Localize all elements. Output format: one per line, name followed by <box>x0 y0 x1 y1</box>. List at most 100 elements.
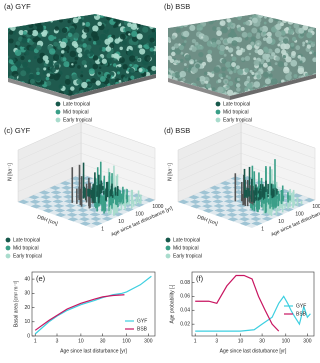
floor-cell <box>47 206 60 211</box>
floor-cell <box>62 194 75 200</box>
y-tick-label: 0.08 <box>180 280 190 286</box>
tree-crown <box>23 17 31 24</box>
tree-crown <box>243 21 247 25</box>
tree-crown <box>293 74 298 79</box>
tree-crown <box>228 81 234 86</box>
tree-crown <box>194 41 199 46</box>
legend-label: GYF <box>137 318 147 324</box>
tree-crown <box>127 22 132 28</box>
tree-crown <box>302 89 307 93</box>
floor-cell <box>261 216 273 221</box>
tree-crown <box>81 38 85 42</box>
tree-crown <box>288 88 292 92</box>
tree-crown <box>235 83 241 88</box>
tree-crown <box>32 37 37 43</box>
tree-crown <box>253 81 261 88</box>
tree-crown <box>201 14 207 20</box>
floor-cell <box>201 203 214 209</box>
floor-cell <box>91 221 103 226</box>
tree-crown <box>246 82 253 89</box>
tree-crown <box>191 16 196 21</box>
age-tick-label: 10 <box>278 219 284 225</box>
tree-crown <box>295 90 300 96</box>
wall-grid <box>240 132 316 159</box>
tree-crown <box>236 28 240 31</box>
tree-crown <box>142 26 149 33</box>
floor-cell <box>39 190 51 195</box>
tree-crown <box>308 89 313 94</box>
tree-crown <box>147 17 151 20</box>
tree-crown <box>294 14 302 22</box>
tree-crown <box>137 58 141 62</box>
tree-crown <box>91 31 98 38</box>
tree-crown <box>105 46 112 52</box>
tree-crown <box>211 70 215 74</box>
floor-cell <box>65 208 77 213</box>
tree-crown <box>129 55 136 62</box>
tree-crown <box>217 86 224 93</box>
floor-cell <box>30 204 42 209</box>
tree-crown <box>72 17 79 24</box>
tree-crown <box>231 56 237 62</box>
tree-crown <box>168 36 171 43</box>
tree-crown <box>302 41 306 45</box>
tree-crown <box>106 74 111 79</box>
tree-crown <box>265 53 271 59</box>
tree-crown <box>201 61 207 66</box>
floor-cell <box>39 194 52 200</box>
tree-crown <box>114 22 119 28</box>
wall-grid <box>80 142 156 169</box>
tree-crown <box>202 17 206 21</box>
tree-crown <box>143 44 147 48</box>
tree-crown <box>107 90 114 96</box>
tree-crown <box>277 43 281 47</box>
tree-crown <box>244 87 249 92</box>
tree-crown <box>300 92 305 96</box>
floor-cell <box>272 211 284 217</box>
tree-crown <box>18 29 24 36</box>
tree-crown <box>225 61 232 68</box>
tree-crown <box>301 15 306 20</box>
floor-cell <box>255 214 267 219</box>
floor-cell <box>29 199 41 205</box>
tree-crown <box>101 58 107 64</box>
x-tick-label: 1 <box>34 338 37 344</box>
tree-crown <box>128 67 135 75</box>
tree-crown <box>28 73 35 80</box>
tree-crown <box>206 71 211 76</box>
legend-marker <box>55 109 61 115</box>
tree-crown <box>11 17 17 24</box>
tree-crown <box>291 51 296 56</box>
tree-crown <box>168 55 173 61</box>
y-tick-label: 0.02 <box>180 322 190 328</box>
legend-marker <box>5 245 11 251</box>
floor-cell <box>54 183 67 188</box>
legend-label: GYF <box>296 303 306 309</box>
floor-cell <box>223 199 236 204</box>
tree-crown <box>249 69 253 73</box>
tree-crown <box>70 86 75 91</box>
tree-crown <box>28 46 34 51</box>
tree-crown <box>71 63 74 66</box>
floor-cell <box>233 219 245 224</box>
floor-cell <box>70 205 83 211</box>
panel-label: (e) <box>36 274 46 283</box>
tree-crown <box>178 89 184 95</box>
tree-crown <box>182 77 186 82</box>
tree-crown <box>275 23 282 30</box>
legend-label: Early tropical <box>63 117 92 123</box>
series-line <box>34 294 125 331</box>
tree-crown <box>37 24 44 32</box>
floor-cell <box>46 197 58 202</box>
tree-crown <box>276 90 283 96</box>
tree-crown <box>202 35 209 42</box>
tree-crown <box>125 18 130 22</box>
tree-crown <box>196 77 200 81</box>
floor-cell <box>117 209 129 214</box>
tree-crown <box>184 54 192 61</box>
tree-crown <box>153 82 156 85</box>
floor-cell <box>54 208 66 213</box>
floor-cell <box>207 206 220 211</box>
tree-crown <box>60 54 64 58</box>
tree-crown <box>306 32 313 39</box>
